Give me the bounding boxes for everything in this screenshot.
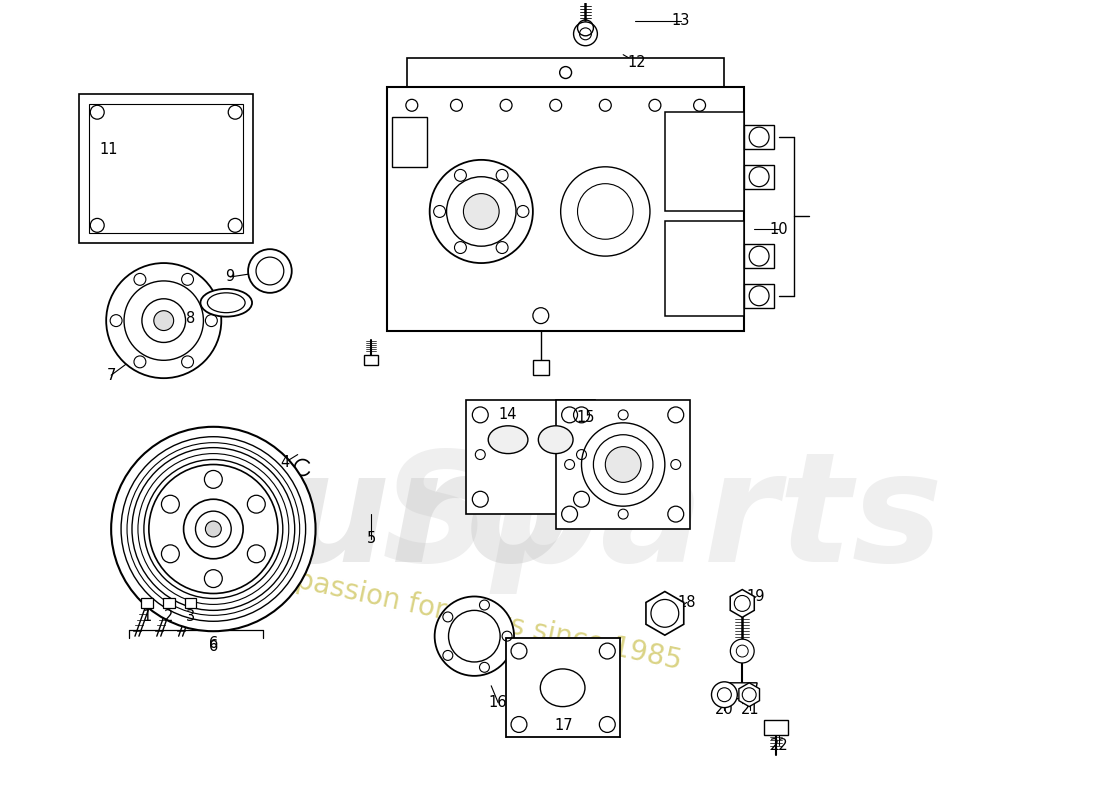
Polygon shape [745, 165, 774, 189]
Ellipse shape [200, 289, 252, 317]
Circle shape [248, 545, 265, 562]
Polygon shape [764, 719, 788, 735]
Polygon shape [392, 117, 427, 167]
Text: 13: 13 [671, 14, 690, 29]
Polygon shape [141, 598, 153, 608]
Circle shape [111, 426, 316, 631]
Text: 8: 8 [186, 311, 195, 326]
Circle shape [205, 570, 222, 587]
Polygon shape [739, 683, 759, 706]
Circle shape [434, 597, 514, 676]
Text: 12: 12 [628, 55, 647, 70]
Polygon shape [727, 683, 757, 698]
Text: 15: 15 [576, 410, 595, 426]
Polygon shape [364, 355, 378, 366]
Text: 4: 4 [280, 455, 289, 470]
Polygon shape [79, 94, 253, 243]
Text: 22: 22 [770, 738, 789, 753]
Text: 2: 2 [164, 609, 174, 624]
Polygon shape [646, 591, 684, 635]
Text: 16: 16 [488, 695, 507, 710]
Circle shape [162, 495, 179, 513]
Text: 3: 3 [186, 609, 195, 624]
Ellipse shape [538, 426, 573, 454]
Circle shape [206, 521, 221, 537]
Text: a passion for parts since 1985: a passion for parts since 1985 [268, 561, 684, 676]
Polygon shape [163, 598, 175, 608]
Text: euro: euro [178, 445, 571, 594]
Text: 14: 14 [498, 407, 517, 422]
Polygon shape [745, 244, 774, 268]
Text: 1: 1 [142, 609, 152, 624]
Polygon shape [745, 125, 774, 149]
Ellipse shape [488, 426, 528, 454]
FancyBboxPatch shape [466, 400, 595, 514]
Text: 19: 19 [747, 589, 766, 604]
Text: 18: 18 [678, 595, 696, 610]
Polygon shape [387, 87, 745, 330]
Text: 6: 6 [209, 636, 218, 650]
Polygon shape [664, 222, 745, 316]
Polygon shape [290, 498, 308, 561]
Polygon shape [745, 284, 774, 308]
Polygon shape [532, 360, 549, 375]
Circle shape [463, 194, 499, 230]
Circle shape [605, 446, 641, 482]
Circle shape [148, 465, 278, 594]
Polygon shape [730, 590, 755, 618]
Circle shape [248, 495, 265, 513]
Text: 17: 17 [554, 718, 573, 733]
Text: 21: 21 [741, 702, 759, 717]
Circle shape [162, 545, 179, 562]
Circle shape [107, 263, 221, 378]
Circle shape [154, 310, 174, 330]
Circle shape [712, 682, 737, 708]
Text: Sparts: Sparts [382, 445, 944, 594]
Text: 11: 11 [100, 142, 119, 158]
Circle shape [205, 470, 222, 488]
Polygon shape [664, 112, 745, 211]
Text: 9: 9 [226, 270, 234, 285]
Polygon shape [185, 598, 197, 608]
Circle shape [730, 639, 755, 663]
Text: 6: 6 [209, 638, 218, 654]
Text: 20: 20 [715, 702, 734, 717]
FancyBboxPatch shape [506, 638, 620, 738]
Polygon shape [407, 58, 725, 87]
Text: 5: 5 [366, 531, 376, 546]
Circle shape [249, 249, 292, 293]
Ellipse shape [540, 669, 585, 706]
Text: 7: 7 [107, 368, 116, 382]
FancyBboxPatch shape [556, 400, 690, 529]
Text: 10: 10 [770, 222, 789, 237]
